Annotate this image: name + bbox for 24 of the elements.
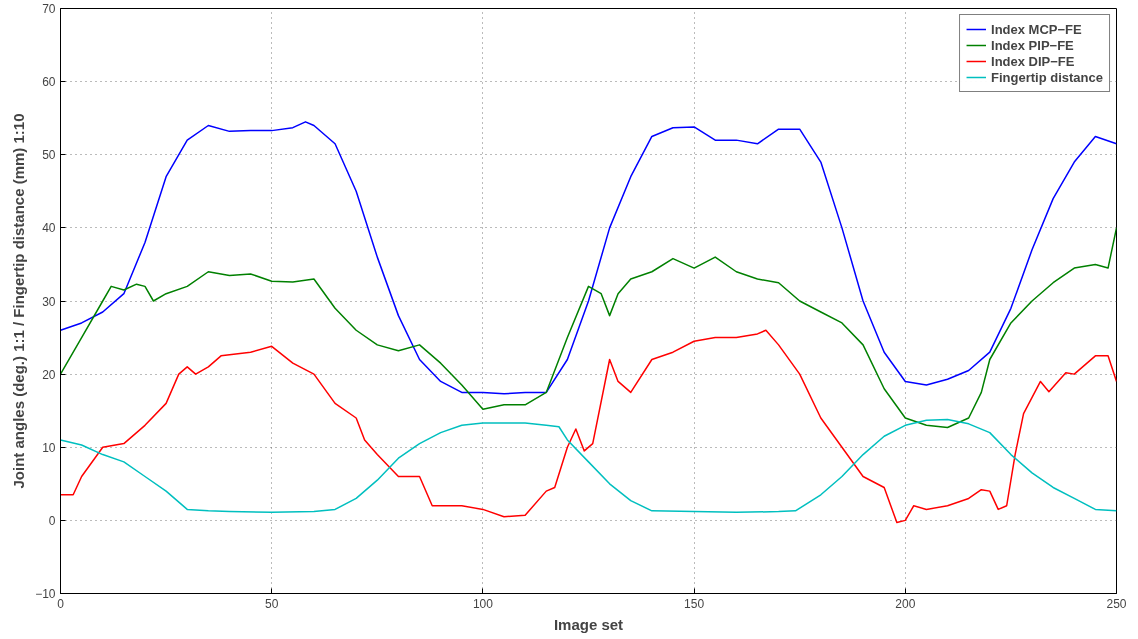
- x-tick-label: 150: [684, 596, 705, 611]
- y-tick-label: 10: [42, 440, 56, 455]
- y-tick-label: 40: [42, 221, 56, 236]
- x-tick-label: 200: [895, 596, 916, 611]
- legend-label: Index MCP−FE: [991, 21, 1082, 37]
- y-axis-title: Joint angles (deg.) 1:1 / Fingertip distance (mm) 1:10: [10, 113, 28, 489]
- x-tick-label: 50: [265, 596, 279, 611]
- x-tick-label: 250: [1106, 596, 1127, 611]
- y-tick-label: 50: [42, 148, 56, 163]
- y-tick-label: −10: [35, 587, 56, 601]
- y-tick-label: 20: [42, 367, 56, 382]
- legend-label: Index PIP−FE: [991, 37, 1074, 53]
- y-tick-label: 70: [42, 2, 56, 16]
- line-series: [60, 121, 1117, 395]
- legend-label: Index DIP−FE: [991, 53, 1075, 69]
- y-tick-label: 30: [42, 294, 56, 309]
- x-axis-title: Image set: [553, 615, 624, 633]
- legend-label: Fingertip distance: [991, 69, 1103, 85]
- y-tick-label: 60: [42, 75, 56, 90]
- line-series: [60, 227, 1117, 429]
- x-tick-label: 100: [472, 596, 494, 611]
- line-series: [60, 418, 1117, 514]
- line-series: [60, 329, 1117, 524]
- y-tick-label: 0: [48, 513, 56, 528]
